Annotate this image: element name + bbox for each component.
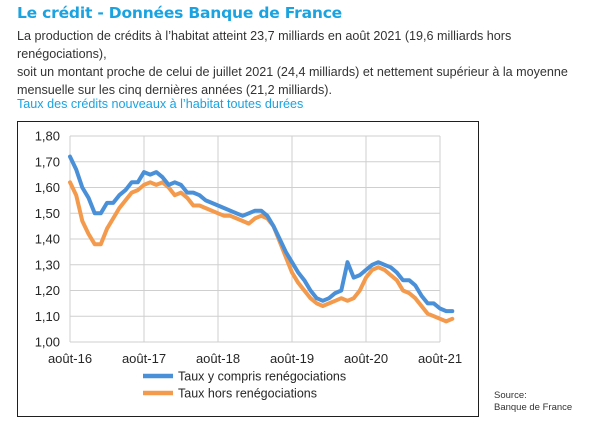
y-tick-label: 1,00	[35, 335, 60, 350]
source-label: Source:	[494, 390, 527, 401]
y-tick-label: 1,50	[35, 206, 60, 221]
x-tick-label: août-16	[48, 351, 92, 366]
y-axis-ticks: 1,00 1,10 1,20 1,30 1,40 1,50 1,60 1,70 1,80	[35, 129, 60, 350]
page-title: Le crédit - Données Banque de France	[17, 4, 342, 22]
intro-line-2: soit un montant proche de celui de juill…	[17, 65, 568, 79]
intro-line-3: mensuelle sur les cinq dernières années …	[17, 83, 332, 97]
intro-line-1: La production de crédits à l’habitat att…	[17, 29, 512, 61]
y-tick-label: 1,80	[35, 129, 60, 144]
x-tick-label: août-20	[344, 351, 388, 366]
y-tick-label: 1,40	[35, 232, 60, 247]
intro-paragraph: La production de crédits à l’habitat att…	[17, 27, 595, 99]
legend-label: Taux hors renégociations	[178, 387, 317, 401]
y-tick-label: 1,70	[35, 154, 60, 169]
source-note: Source: Banque de France	[494, 390, 572, 414]
y-tick-label: 1,30	[35, 257, 60, 272]
source-name: Banque de France	[494, 402, 573, 413]
series-line	[68, 154, 455, 314]
legend: Taux y compris renégociations Taux hors r…	[143, 370, 346, 401]
grid-lines	[69, 135, 441, 343]
y-tick-label: 1,20	[35, 283, 60, 298]
x-tick-label: août-19	[270, 351, 314, 366]
chart-title: Taux des crédits nouveaux à l’habitat to…	[17, 97, 304, 111]
line-chart: 1,00 1,10 1,20 1,30 1,40 1,50 1,60 1,70 1,80 aoû…	[35, 129, 462, 401]
series-line	[68, 180, 455, 324]
x-axis-ticks: août-16 août-17 août-18 août-19 août-20 août-…	[48, 351, 462, 366]
legend-label: Taux y compris renégociations	[178, 370, 346, 384]
y-tick-label: 1,60	[35, 180, 60, 195]
y-tick-label: 1,10	[35, 309, 60, 324]
x-tick-label: août-21	[418, 351, 462, 366]
x-tick-label: août-17	[122, 351, 166, 366]
chart-frame: 1,00 1,10 1,20 1,30 1,40 1,50 1,60 1,70 1,80 aoû…	[17, 121, 479, 417]
x-tick-label: août-18	[196, 351, 240, 366]
series-lines	[68, 154, 455, 324]
